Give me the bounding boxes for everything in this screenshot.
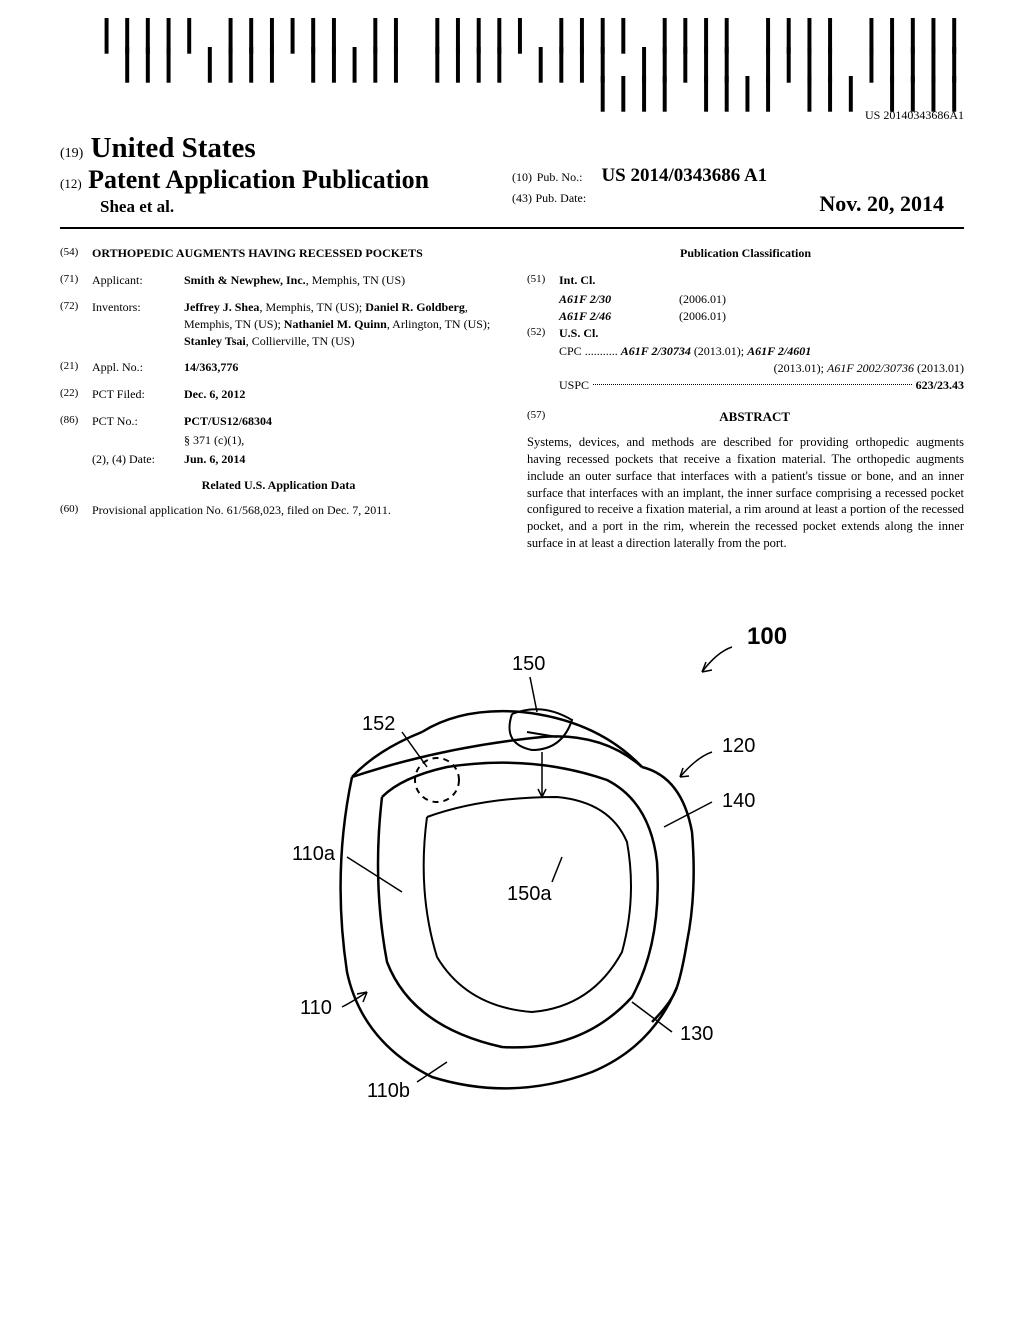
left-column: (54) ORTHOPEDIC AUGMENTS HAVING RECESSED… <box>60 245 497 552</box>
uspc-dots <box>593 384 912 385</box>
inventors-row: (72) Inventors: Jeffrey J. Shea, Memphis… <box>60 299 497 349</box>
uspc-label: USPC <box>559 377 589 394</box>
applicant-row: (71) Applicant: Smith & Newphew, Inc., M… <box>60 272 497 289</box>
pct-no-num: (86) <box>60 413 92 430</box>
cpc-label: CPC <box>559 344 582 358</box>
pub-no-prefix: (10) <box>512 170 532 184</box>
date-24-row: (2), (4) Date: Jun. 6, 2014 <box>60 451 497 468</box>
pct-no-value: PCT/US12/68304 <box>184 413 497 430</box>
uspc-value: 623/23.43 <box>916 377 964 394</box>
int-cl-2-code: A61F 2/46 <box>559 308 679 325</box>
provisional-row: (60) Provisional application No. 61/568,… <box>60 502 497 519</box>
pub-no-label: Pub. No.: <box>537 170 583 184</box>
barcode: ||||| |||||| || ||||| |||| |||| |||| |||… <box>60 20 964 123</box>
content-columns: (54) ORTHOPEDIC AUGMENTS HAVING RECESSED… <box>60 245 964 552</box>
us-cl-row: (52) U.S. Cl. <box>527 325 964 342</box>
pub-date-label: Pub. Date: <box>536 191 587 205</box>
pub-type-line: (12) Patent Application Publication <box>60 165 512 195</box>
patent-figure: 100 150 152 120 140 110a 150a 110 130 11… <box>202 602 822 1142</box>
country-prefix: (19) <box>60 146 83 161</box>
country-line: (19) United States <box>60 132 512 165</box>
int-cl-row: (51) Int. Cl. <box>527 272 964 289</box>
inventors-num: (72) <box>60 299 92 349</box>
date-24-label: (2), (4) Date: <box>92 451 184 468</box>
date-24-spacer <box>60 451 92 468</box>
pct-filed-row: (22) PCT Filed: Dec. 6, 2012 <box>60 386 497 403</box>
title-row: (54) ORTHOPEDIC AUGMENTS HAVING RECESSED… <box>60 245 497 262</box>
right-column: Publication Classification (51) Int. Cl.… <box>527 245 964 552</box>
header-left: (19) United States (12) Patent Applicati… <box>60 132 512 217</box>
uspc-line: USPC 623/23.43 <box>527 377 964 394</box>
ref-152: 152 <box>362 713 395 735</box>
us-cl-label: U.S. Cl. <box>559 325 598 342</box>
ref-100: 100 <box>747 623 787 650</box>
ref-110: 110 <box>300 997 332 1019</box>
abstract-header: (57) ABSTRACT <box>527 408 964 426</box>
pct-filed-value: Dec. 6, 2012 <box>184 386 497 403</box>
title-num: (54) <box>60 245 92 262</box>
pub-type: Patent Application Publication <box>88 165 429 194</box>
ref-110b: 110b <box>367 1080 410 1102</box>
provisional-num: (60) <box>60 502 92 519</box>
applicant-num: (71) <box>60 272 92 289</box>
related-header: Related U.S. Application Data <box>60 477 497 494</box>
int-cl-1: A61F 2/30 (2006.01) <box>527 291 964 308</box>
ref-150: 150 <box>512 653 545 675</box>
int-cl-1-ver: (2006.01) <box>679 291 964 308</box>
invention-title: ORTHOPEDIC AUGMENTS HAVING RECESSED POCK… <box>92 245 497 262</box>
barcode-lines: ||||| |||||| || ||||| |||| |||| |||| |||… <box>60 20 964 106</box>
figure-area: 100 150 152 120 140 110a 150a 110 130 11… <box>60 602 964 1147</box>
appl-no-num: (21) <box>60 359 92 376</box>
appl-no-value: 14/363,776 <box>184 359 497 376</box>
pub-no: US 2014/0343686 A1 <box>601 165 767 186</box>
cpc-line: CPC ........... A61F 2/30734 (2013.01); … <box>527 343 964 360</box>
country-name: United States <box>91 132 256 164</box>
applicant-value: Smith & Newphew, Inc., Memphis, TN (US) <box>184 272 497 289</box>
appl-no-row: (21) Appl. No.: 14/363,776 <box>60 359 497 376</box>
pct-no-row: (86) PCT No.: PCT/US12/68304 <box>60 413 497 430</box>
pub-date-value: Nov. 20, 2014 <box>819 191 944 217</box>
cpc-line-2: (2013.01); A61F 2002/30736 (2013.01) <box>527 360 964 377</box>
ref-110a: 110a <box>292 843 336 865</box>
applicant-name: Smith & Newphew, Inc. <box>184 273 306 287</box>
pub-date-prefix: (43) <box>512 191 532 205</box>
ref-150a: 150a <box>507 883 552 905</box>
abstract-label: ABSTRACT <box>719 409 790 424</box>
header-divider <box>60 227 964 229</box>
provisional-text: Provisional application No. 61/568,023, … <box>92 502 497 519</box>
classification-header: Publication Classification <box>527 245 964 262</box>
inventors-value: Jeffrey J. Shea, Memphis, TN (US); Danie… <box>184 299 497 349</box>
us-cl-num: (52) <box>527 325 559 342</box>
date-24-value: Jun. 6, 2014 <box>184 451 497 468</box>
pub-prefix: (12) <box>60 176 82 191</box>
int-cl-num: (51) <box>527 272 559 289</box>
int-cl-2: A61F 2/46 (2006.01) <box>527 308 964 325</box>
inventors-label: Inventors: <box>92 299 184 349</box>
pct-filed-num: (22) <box>60 386 92 403</box>
pub-no-line: (10) Pub. No.: US 2014/0343686 A1 <box>512 165 964 187</box>
abstract-text: Systems, devices, and methods are descri… <box>527 434 964 552</box>
ref-130: 130 <box>680 1023 713 1045</box>
section-371: § 371 (c)(1), <box>60 432 497 449</box>
header-row: (19) United States (12) Patent Applicati… <box>60 132 964 217</box>
int-cl-label: Int. Cl. <box>559 272 595 289</box>
ref-120: 120 <box>722 735 755 757</box>
ref-140: 140 <box>722 790 755 812</box>
barcode-region: ||||| |||||| || ||||| |||| |||| |||| |||… <box>60 20 964 124</box>
authors-line: Shea et al. <box>60 197 512 217</box>
abstract-num: (57) <box>527 408 545 423</box>
applicant-loc: , Memphis, TN (US) <box>306 273 405 287</box>
pct-filed-label: PCT Filed: <box>92 386 184 403</box>
inventors-text: Jeffrey J. Shea, Memphis, TN (US); Danie… <box>184 300 490 348</box>
pct-no-label: PCT No.: <box>92 413 184 430</box>
header-right: (10) Pub. No.: US 2014/0343686 A1 (43) P… <box>512 165 964 217</box>
int-cl-1-code: A61F 2/30 <box>559 291 679 308</box>
int-cl-2-ver: (2006.01) <box>679 308 964 325</box>
appl-no-label: Appl. No.: <box>92 359 184 376</box>
pub-date-line: (43) Pub. Date: Nov. 20, 2014 <box>512 191 964 207</box>
applicant-label: Applicant: <box>92 272 184 289</box>
